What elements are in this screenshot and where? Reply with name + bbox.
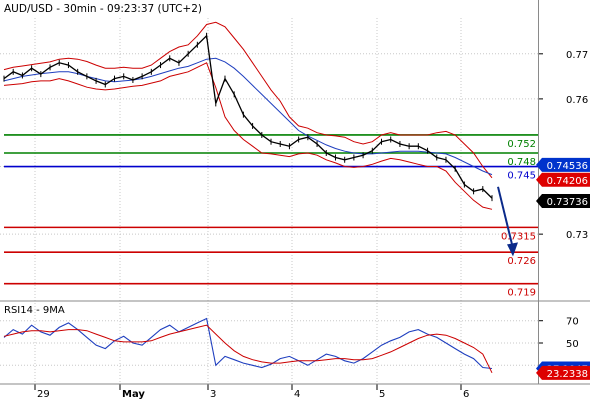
- rsi-line-9ma: [3, 324, 493, 374]
- level-label-0.719: 0.719: [507, 288, 536, 299]
- horizontal-levels: 0.752 0.748 0.745 0.7315 0.726 0.719: [4, 134, 538, 299]
- x-tick-label: 6: [463, 389, 469, 400]
- forecast-arrow-head: [507, 242, 518, 257]
- grid: [0, 18, 543, 390]
- rsi-panel: [3, 317, 493, 374]
- x-tick-label: 4: [294, 389, 300, 400]
- x-tick-label: 5: [379, 389, 385, 400]
- x-tick-label: 3: [210, 389, 216, 400]
- level-label-0.752: 0.752: [507, 139, 536, 150]
- price-tag-current-text: 0.73736: [547, 197, 588, 208]
- level-label-0.726: 0.726: [507, 256, 536, 267]
- price-tag-blue-box: [536, 157, 590, 172]
- level-label-0.745: 0.745: [507, 171, 536, 182]
- x-tick-label: May: [122, 389, 145, 400]
- y-tick-label: 0.76: [566, 95, 588, 106]
- y-tick-label: 0.77: [566, 50, 588, 61]
- y-tick-label: 0.73: [566, 230, 588, 241]
- price-tag-red-text: 0.74206: [547, 176, 588, 187]
- series-line-price: [3, 34, 493, 199]
- price-series: [3, 21, 493, 210]
- level-label-0.7315: 0.7315: [501, 231, 536, 242]
- rsi-tick-label: 70: [566, 317, 579, 328]
- rsi-tag-red-box: [536, 365, 590, 380]
- series-line-bollinger-upper: [3, 21, 493, 179]
- price-tag-red-box: [536, 172, 590, 187]
- rsi-tick-label: 50: [566, 339, 579, 350]
- rsi-label: RSI14 - 9MA: [4, 305, 65, 316]
- chart-title: AUD/USD - 30min - 09:23:37 (UTC+2): [4, 3, 202, 15]
- rsi-tag-red-text: 23.2338: [547, 369, 588, 380]
- x-tick-label: 29: [37, 389, 50, 400]
- level-label-0.748: 0.748: [507, 157, 536, 168]
- forecast-arrow: [497, 186, 518, 257]
- series-line-bollinger-lower: [3, 62, 493, 210]
- forecast-arrow-shaft: [497, 186, 514, 249]
- price-tag-current-box: [536, 193, 590, 208]
- rsi-line-rsi14: [3, 317, 493, 370]
- price-tag-blue-text: 0.74536: [547, 161, 588, 172]
